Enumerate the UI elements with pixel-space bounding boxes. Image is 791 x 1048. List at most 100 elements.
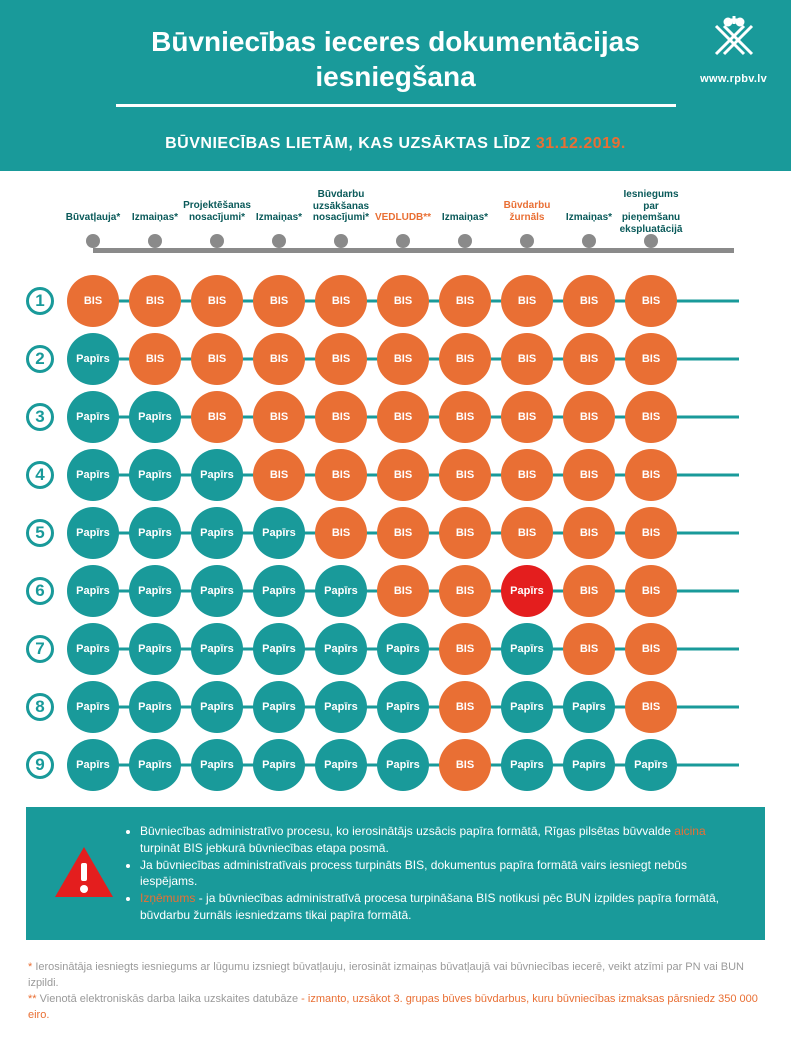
footnote-2-text-a: Vienotā elektroniskās darba laika uzskai… bbox=[40, 993, 298, 1005]
bis-bubble: BIS bbox=[625, 565, 677, 617]
grid-cell: Papīrs bbox=[186, 449, 248, 501]
papirs-bubble: Papīrs bbox=[67, 333, 119, 385]
subtitle: BŪVNIECĪBAS LIETĀM, KAS UZSĀKTAS LĪDZ 31… bbox=[165, 135, 626, 152]
page-title: Būvniecības ieceres dokumentācijas iesni… bbox=[116, 24, 676, 94]
papirs-bubble: Papīrs bbox=[315, 739, 367, 791]
grid-cell: BIS bbox=[372, 507, 434, 559]
bis-bubble: BIS bbox=[563, 507, 615, 559]
timeline bbox=[62, 241, 765, 261]
grid-cell: Papīrs bbox=[496, 681, 558, 733]
bis-bubble: BIS bbox=[501, 333, 553, 385]
row-cells: PapīrsPapīrsPapīrsPapīrsBISBISBISBISBISB… bbox=[62, 507, 765, 559]
grid-cell: Papīrs bbox=[62, 333, 124, 385]
grid-cell: BIS bbox=[434, 449, 496, 501]
grid-cell: BIS bbox=[434, 391, 496, 443]
column-header: Izmaiņas* bbox=[558, 189, 620, 239]
grid-cell: Papīrs bbox=[124, 449, 186, 501]
bis-bubble: BIS bbox=[563, 623, 615, 675]
bis-bubble: BIS bbox=[563, 333, 615, 385]
grid-cell: Papīrs bbox=[186, 623, 248, 675]
bis-bubble: BIS bbox=[439, 507, 491, 559]
bis-bubble: BIS bbox=[439, 623, 491, 675]
papirs-bubble: Papīrs bbox=[67, 391, 119, 443]
timeline-dot bbox=[458, 234, 472, 248]
grid-cell: Papīrs bbox=[124, 565, 186, 617]
grid-cell: Papīrs bbox=[372, 739, 434, 791]
grid-cell: BIS bbox=[620, 391, 682, 443]
row-number: 6 bbox=[26, 577, 54, 605]
column-headers: Būvatļauja*Izmaiņas*Projektēšanas nosacī… bbox=[62, 189, 765, 239]
grid-cell: Papīrs bbox=[124, 681, 186, 733]
bis-bubble: BIS bbox=[253, 275, 305, 327]
main-grid: Būvatļauja*Izmaiņas*Projektēšanas nosacī… bbox=[0, 171, 791, 807]
grid-cell: Papīrs bbox=[62, 681, 124, 733]
row-number: 8 bbox=[26, 693, 54, 721]
note-item: Būvniecības administratīvo procesu, ko i… bbox=[140, 823, 745, 857]
grid-cell: BIS bbox=[434, 681, 496, 733]
grid-cell: Papīrs bbox=[186, 565, 248, 617]
grid-cell: Papīrs bbox=[124, 507, 186, 559]
subtitle-date: 31.12.2019. bbox=[536, 135, 626, 152]
grid-cell: BIS bbox=[248, 391, 310, 443]
grid-cell: BIS bbox=[186, 391, 248, 443]
bis-bubble: BIS bbox=[563, 391, 615, 443]
column-label: Būvdarbu uzsākšanas nosacījumi* bbox=[310, 189, 372, 228]
bis-bubble: BIS bbox=[315, 507, 367, 559]
bis-bubble: BIS bbox=[191, 333, 243, 385]
column-header: Izmaiņas* bbox=[434, 189, 496, 239]
grid-cell: Papīrs bbox=[496, 565, 558, 617]
timeline-line bbox=[93, 248, 734, 253]
bis-bubble: BIS bbox=[377, 333, 429, 385]
grid-cell: Papīrs bbox=[62, 739, 124, 791]
papirs-bubble: Papīrs bbox=[67, 739, 119, 791]
bis-bubble: BIS bbox=[315, 275, 367, 327]
bis-bubble: BIS bbox=[253, 449, 305, 501]
grid-cell: Papīrs bbox=[62, 507, 124, 559]
papirs-bubble: Papīrs bbox=[67, 623, 119, 675]
papirs-bubble: Papīrs bbox=[501, 681, 553, 733]
grid-cell: Papīrs bbox=[496, 623, 558, 675]
papirs-bubble: Papīrs bbox=[253, 739, 305, 791]
notes-section: Būvniecības administratīvo procesu, ko i… bbox=[0, 807, 791, 950]
bis-bubble: BIS bbox=[625, 681, 677, 733]
grid-cell: Papīrs bbox=[310, 681, 372, 733]
grid-cell: BIS bbox=[496, 275, 558, 327]
bis-bubble: BIS bbox=[315, 333, 367, 385]
column-header: Izmaiņas* bbox=[124, 189, 186, 239]
grid-cell: Papīrs bbox=[558, 739, 620, 791]
bis-bubble: BIS bbox=[191, 391, 243, 443]
column-label: Būvdarbu žurnāls bbox=[496, 189, 558, 227]
grid-cell: Papīrs bbox=[372, 681, 434, 733]
grid-cell: BIS bbox=[434, 275, 496, 327]
bis-bubble: BIS bbox=[625, 623, 677, 675]
grid-cell: Papīrs bbox=[248, 507, 310, 559]
grid-cell: BIS bbox=[372, 449, 434, 501]
footnote-2: ** Vienotā elektroniskās darba laika uzs… bbox=[28, 992, 763, 1024]
bis-bubble: BIS bbox=[67, 275, 119, 327]
papirs-bubble: Papīrs bbox=[315, 681, 367, 733]
bis-bubble: BIS bbox=[563, 565, 615, 617]
grid-cell: BIS bbox=[372, 275, 434, 327]
grid-cell: BIS bbox=[496, 449, 558, 501]
table-row: 9PapīrsPapīrsPapīrsPapīrsPapīrsPapīrsBIS… bbox=[26, 739, 765, 791]
subtitle-bar: BŪVNIECĪBAS LIETĀM, KAS UZSĀKTAS LĪDZ 31… bbox=[0, 125, 791, 171]
grid-cell: Papīrs bbox=[310, 565, 372, 617]
column-header: Izmaiņas* bbox=[248, 189, 310, 239]
grid-cell: BIS bbox=[310, 449, 372, 501]
bis-bubble: BIS bbox=[439, 333, 491, 385]
grid-cell: BIS bbox=[496, 391, 558, 443]
timeline-dot bbox=[334, 234, 348, 248]
row-cells: PapīrsPapīrsPapīrsPapīrsPapīrsPapīrsBISP… bbox=[62, 681, 765, 733]
grid-cell: BIS bbox=[496, 333, 558, 385]
grid-cell: BIS bbox=[620, 565, 682, 617]
grid-cell: BIS bbox=[310, 333, 372, 385]
grid-cell: BIS bbox=[558, 275, 620, 327]
note-item: Ja būvniecības administratīvais process … bbox=[140, 857, 745, 891]
grid-cell: Papīrs bbox=[62, 391, 124, 443]
grid-cell: BIS bbox=[124, 275, 186, 327]
logo-icon bbox=[706, 16, 762, 64]
grid-cell: BIS bbox=[434, 333, 496, 385]
bis-bubble: BIS bbox=[377, 391, 429, 443]
bis-bubble: BIS bbox=[625, 333, 677, 385]
column-header: Būvdarbu uzsākšanas nosacījumi* bbox=[310, 189, 372, 239]
